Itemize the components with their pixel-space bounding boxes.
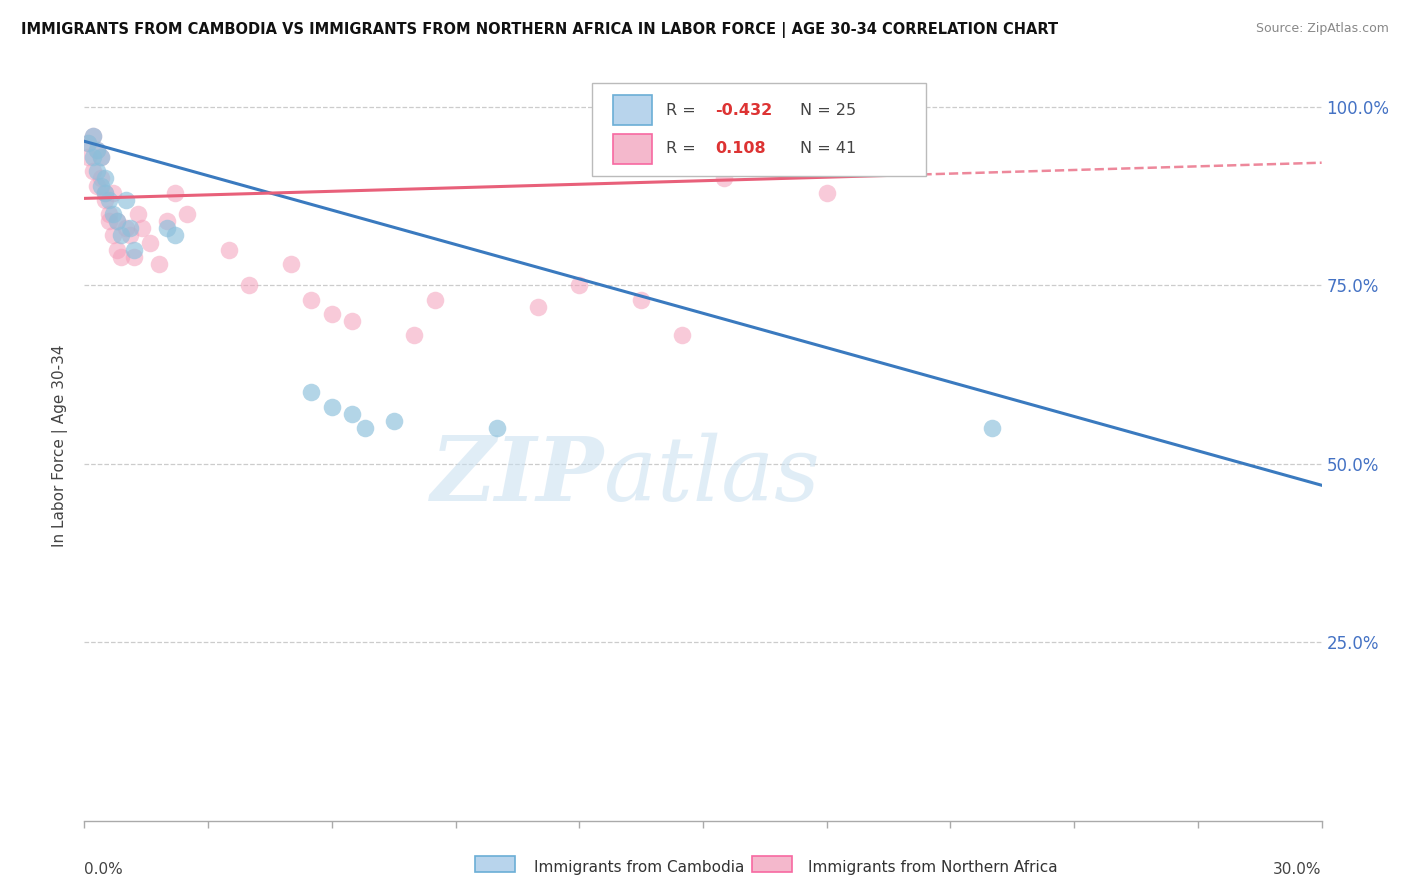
Point — [86, 164, 108, 178]
Text: Source: ZipAtlas.com: Source: ZipAtlas.com — [1256, 22, 1389, 36]
Bar — [752, 856, 792, 872]
Point — [165, 186, 187, 200]
Point — [82, 128, 104, 143]
Point — [90, 150, 112, 164]
Point — [105, 214, 128, 228]
Point — [342, 314, 364, 328]
Point — [90, 178, 112, 193]
FancyBboxPatch shape — [592, 83, 925, 177]
Point — [238, 278, 260, 293]
Point — [90, 150, 112, 164]
Point — [218, 243, 240, 257]
Point — [280, 257, 302, 271]
Point — [114, 221, 136, 235]
Point — [122, 250, 145, 264]
Bar — [613, 134, 652, 163]
Point — [98, 207, 121, 221]
Point — [105, 243, 128, 257]
Point — [105, 214, 128, 228]
Text: -0.432: -0.432 — [716, 103, 773, 118]
Text: IMMIGRANTS FROM CAMBODIA VS IMMIGRANTS FROM NORTHERN AFRICA IN LABOR FORCE | AGE: IMMIGRANTS FROM CAMBODIA VS IMMIGRANTS F… — [21, 22, 1059, 38]
Point — [94, 186, 117, 200]
Point — [321, 400, 343, 414]
Point — [382, 414, 405, 428]
Point — [299, 385, 322, 400]
Point — [94, 186, 117, 200]
Point — [980, 421, 1002, 435]
Bar — [475, 856, 515, 872]
Point — [77, 136, 100, 150]
Point — [98, 193, 121, 207]
Point — [139, 235, 162, 250]
Point — [103, 228, 125, 243]
Point — [485, 421, 508, 435]
Y-axis label: In Labor Force | Age 30-34: In Labor Force | Age 30-34 — [52, 344, 69, 548]
Point — [630, 293, 652, 307]
Point — [527, 300, 550, 314]
Point — [122, 243, 145, 257]
Text: Immigrants from Northern Africa: Immigrants from Northern Africa — [808, 860, 1059, 874]
Point — [77, 136, 100, 150]
Point — [82, 128, 104, 143]
Text: R =: R = — [666, 103, 700, 118]
Text: R =: R = — [666, 141, 700, 156]
Point — [321, 307, 343, 321]
Point — [118, 221, 141, 235]
Text: 0.0%: 0.0% — [84, 862, 124, 877]
Text: 30.0%: 30.0% — [1274, 862, 1322, 877]
Text: Immigrants from Cambodia: Immigrants from Cambodia — [534, 860, 745, 874]
Point — [82, 164, 104, 178]
Text: atlas: atlas — [605, 433, 820, 519]
Point — [90, 171, 112, 186]
Point — [815, 186, 838, 200]
Point — [353, 421, 375, 435]
Text: N = 25: N = 25 — [800, 103, 856, 118]
Text: N = 41: N = 41 — [800, 141, 856, 156]
Point — [94, 193, 117, 207]
Point — [148, 257, 170, 271]
Point — [404, 328, 426, 343]
Point — [110, 250, 132, 264]
Text: ZIP: ZIP — [430, 433, 605, 519]
Point — [118, 228, 141, 243]
Bar — [613, 95, 652, 125]
Point — [423, 293, 446, 307]
Point — [98, 214, 121, 228]
Point — [131, 221, 153, 235]
Point — [299, 293, 322, 307]
Point — [568, 278, 591, 293]
Point — [82, 150, 104, 164]
Point — [342, 407, 364, 421]
Point — [103, 186, 125, 200]
Point — [86, 143, 108, 157]
Point — [156, 221, 179, 235]
Point — [86, 178, 108, 193]
Point — [77, 150, 100, 164]
Point — [176, 207, 198, 221]
Point — [165, 228, 187, 243]
Point — [103, 207, 125, 221]
Point — [127, 207, 149, 221]
Point — [713, 171, 735, 186]
Point — [110, 228, 132, 243]
Point — [156, 214, 179, 228]
Point — [94, 171, 117, 186]
Point — [114, 193, 136, 207]
Text: 0.108: 0.108 — [716, 141, 766, 156]
Point — [671, 328, 693, 343]
Point — [86, 143, 108, 157]
